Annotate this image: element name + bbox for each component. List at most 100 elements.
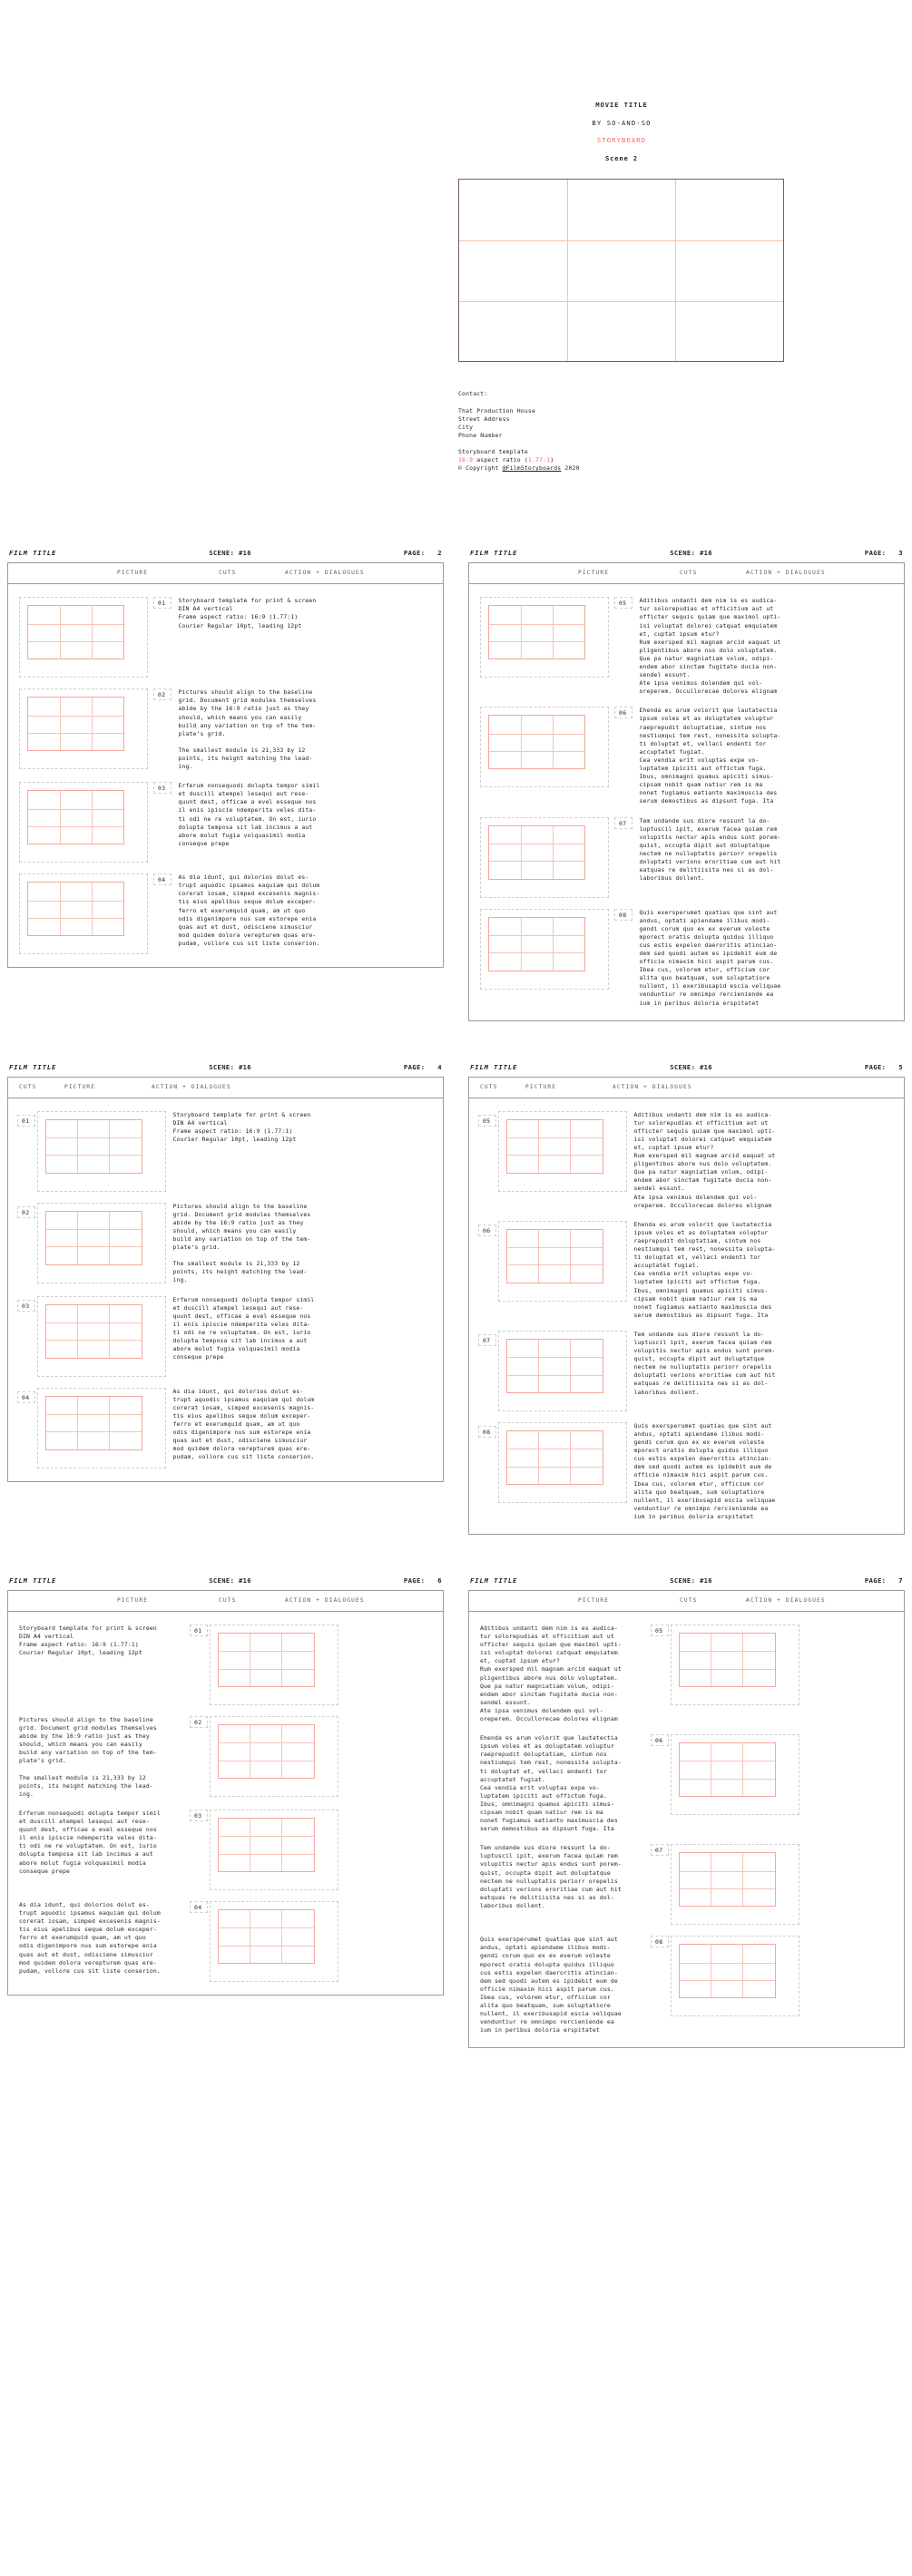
picture-cell[interactable] xyxy=(497,1220,627,1302)
spacer xyxy=(0,1021,912,1063)
picture-cell[interactable] xyxy=(209,1625,338,1705)
action-dialogue-text[interactable]: Erferum nonsequodi dolupta tempor simil … xyxy=(173,1296,337,1362)
action-dialogue-text[interactable]: As dia idunt, qui dolorios dolut es- tru… xyxy=(179,873,342,948)
action-dialogue-text[interactable]: Ehenda es arum volorit que lautatectia i… xyxy=(640,707,803,805)
action-dialogue-text[interactable]: Quis exersperumet quatias que sint aut a… xyxy=(640,909,803,1008)
picture-cell[interactable] xyxy=(36,1110,166,1192)
film-title: FILM TITLE xyxy=(9,1576,57,1585)
action-dialogue-text[interactable]: Aditibus undanti dem nim is es audica- t… xyxy=(480,1625,643,1723)
action-dialogue-text[interactable]: Storyboard template for print & screen D… xyxy=(179,597,342,629)
storyboard-frame[interactable] xyxy=(505,1228,603,1283)
grid-line-horizontal-icon xyxy=(45,1322,142,1323)
storyboard-frame[interactable] xyxy=(488,605,585,660)
picture-cell[interactable] xyxy=(480,908,609,990)
picture-cell[interactable] xyxy=(670,1936,799,2017)
storyboard-frame[interactable] xyxy=(27,790,124,845)
picture-cell[interactable] xyxy=(480,707,609,788)
storyboard-panel-row: 03 Erferum nonsequodi dolupta tempor simi… xyxy=(8,782,443,864)
picture-cell[interactable] xyxy=(209,1900,338,1982)
cut-number: 01 xyxy=(153,597,172,610)
action-dialogue-text[interactable]: Storyboard template for print & screen D… xyxy=(173,1111,337,1144)
action-dialogue-text[interactable]: Tem undande sus diore ressunt la do- lup… xyxy=(480,1844,643,1910)
storyboard-frame[interactable] xyxy=(217,1908,315,1964)
storyboard-frame[interactable] xyxy=(44,1210,142,1265)
storyboard-panel-row: Pictures should align to the baseline gr… xyxy=(8,1716,443,1799)
action-dialogue-text[interactable]: Quis exersperumet quatias que sint aut a… xyxy=(634,1422,798,1521)
grid-line-horizontal-icon xyxy=(506,1137,603,1138)
storyboard-frame[interactable] xyxy=(217,1817,315,1872)
action-dialogue-text[interactable]: As dia idunt, qui dolorios dolut es- tru… xyxy=(19,1901,182,1976)
storyboard-frame[interactable] xyxy=(505,1338,603,1393)
action-dialogue-text[interactable]: Tem undande sus diore ressunt la do- lup… xyxy=(634,1331,798,1397)
action-dialogue-text[interactable]: As dia idunt, qui dolorios dolut es- tru… xyxy=(173,1388,337,1462)
action-dialogue-text[interactable]: Aditibus undanti dem nim is es audica- t… xyxy=(640,597,803,696)
grid-line-horizontal-icon xyxy=(28,825,123,827)
storyboard-frame[interactable] xyxy=(44,1303,142,1359)
grid-line-horizontal-icon xyxy=(45,1431,142,1433)
storyboard-frame[interactable] xyxy=(27,605,124,660)
storyboard-frame[interactable] xyxy=(217,1724,315,1779)
action-dialogue-text[interactable]: Pictures should align to the baseline gr… xyxy=(173,1203,337,1285)
grid-line-horizontal-icon xyxy=(45,1246,142,1248)
action-dialogue-text[interactable]: Pictures should align to the baseline gr… xyxy=(179,688,342,771)
storyboard-frame[interactable] xyxy=(44,1118,142,1174)
storyboard-frame[interactable] xyxy=(678,1742,776,1798)
storyboard-frame[interactable] xyxy=(488,715,585,770)
action-dialogue-text[interactable]: Ehenda es arum volorit que lautatectia i… xyxy=(480,1734,643,1833)
picture-cell[interactable] xyxy=(19,597,148,678)
action-dialogue-text[interactable]: Storyboard template for print & screen D… xyxy=(19,1625,182,1657)
storyboard-frame[interactable] xyxy=(44,1395,142,1450)
column-header-picture: PICTURE xyxy=(578,570,610,577)
action-dialogue-text[interactable]: Ehenda es arum volorit que lautatectia i… xyxy=(634,1221,798,1320)
picture-cell[interactable] xyxy=(497,1110,627,1192)
picture-cell[interactable] xyxy=(19,873,148,955)
cut-number: 01 xyxy=(17,1114,35,1127)
grid-line-vertical-icon xyxy=(59,606,61,659)
picture-cell[interactable] xyxy=(480,597,609,678)
grid-line-horizontal-icon xyxy=(679,1888,775,1889)
copyright-link[interactable]: @FilmStoryboards xyxy=(502,464,562,473)
storyboard-frame[interactable] xyxy=(217,1633,315,1687)
picture-cell[interactable] xyxy=(497,1330,627,1411)
column-header-cuts: CUTS xyxy=(480,1083,498,1090)
grid-line-horizontal-icon xyxy=(218,1945,314,1947)
storyboard-frame[interactable] xyxy=(27,697,124,752)
action-dialogue-text[interactable]: Tem undande sus diore ressunt la do- lup… xyxy=(640,817,803,883)
picture-cell[interactable] xyxy=(670,1625,799,1705)
storyboard-frame[interactable] xyxy=(27,882,124,937)
action-dialogue-text[interactable]: Erferum nonsequodi dolupta tempor simil … xyxy=(179,782,342,848)
storyboard-sheet: FILM TITLE SCENE: #16 PAGE: 2 PICTURE CUTS ACT… xyxy=(7,549,444,1020)
action-dialogue-text[interactable]: Erferum nonsequodi dolupta tempor simil … xyxy=(19,1810,182,1876)
picture-cell[interactable] xyxy=(19,688,148,770)
action-paragraph: Tem undande sus diore ressunt la do- lup… xyxy=(480,1844,622,1909)
storyboard-frame[interactable] xyxy=(678,1852,776,1908)
storyboard-frame[interactable] xyxy=(505,1118,603,1174)
storyboard-frame[interactable] xyxy=(488,916,585,971)
storyboard-frame[interactable] xyxy=(488,825,585,880)
picture-cell[interactable] xyxy=(670,1734,799,1816)
sheet-header: FILM TITLE SCENE: #16 PAGE: 6 xyxy=(7,1576,444,1590)
picture-cell[interactable] xyxy=(209,1716,338,1797)
grid-line-horizontal-icon xyxy=(45,1413,142,1415)
grid-line-vertical-icon xyxy=(91,698,93,751)
movie-author: BY SO-AND-SO xyxy=(592,118,652,127)
action-dialogue-text[interactable]: Aditibus undanti dem nim is es audica- t… xyxy=(634,1111,798,1210)
picture-cell[interactable] xyxy=(497,1421,627,1503)
picture-cell[interactable] xyxy=(480,816,609,898)
storyboard-frame[interactable] xyxy=(678,1633,776,1687)
contact-city: City xyxy=(458,423,474,431)
action-dialogue-text[interactable]: Quis exersperumet quatias que sint aut a… xyxy=(480,1936,643,2034)
storyboard-frame[interactable] xyxy=(505,1429,603,1485)
picture-cell[interactable] xyxy=(36,1387,166,1469)
picture-cell[interactable] xyxy=(36,1202,166,1283)
action-dialogue-text[interactable]: Pictures should align to the baseline gr… xyxy=(19,1716,182,1799)
picture-cell[interactable] xyxy=(670,1844,799,1926)
picture-cell[interactable] xyxy=(19,782,148,864)
column-header-action: ACTION + DIALOGUES xyxy=(285,1597,365,1604)
storyboard-frame[interactable] xyxy=(678,1944,776,1999)
storyboard-panel-row: 02 Pictures should align to the baseline … xyxy=(8,1202,443,1285)
picture-cell[interactable] xyxy=(209,1809,338,1890)
panel-rows: 01 Storyboard template for print & screen… xyxy=(8,584,443,967)
picture-cell[interactable] xyxy=(36,1295,166,1377)
page-number: PAGE: 5 xyxy=(864,1062,903,1071)
